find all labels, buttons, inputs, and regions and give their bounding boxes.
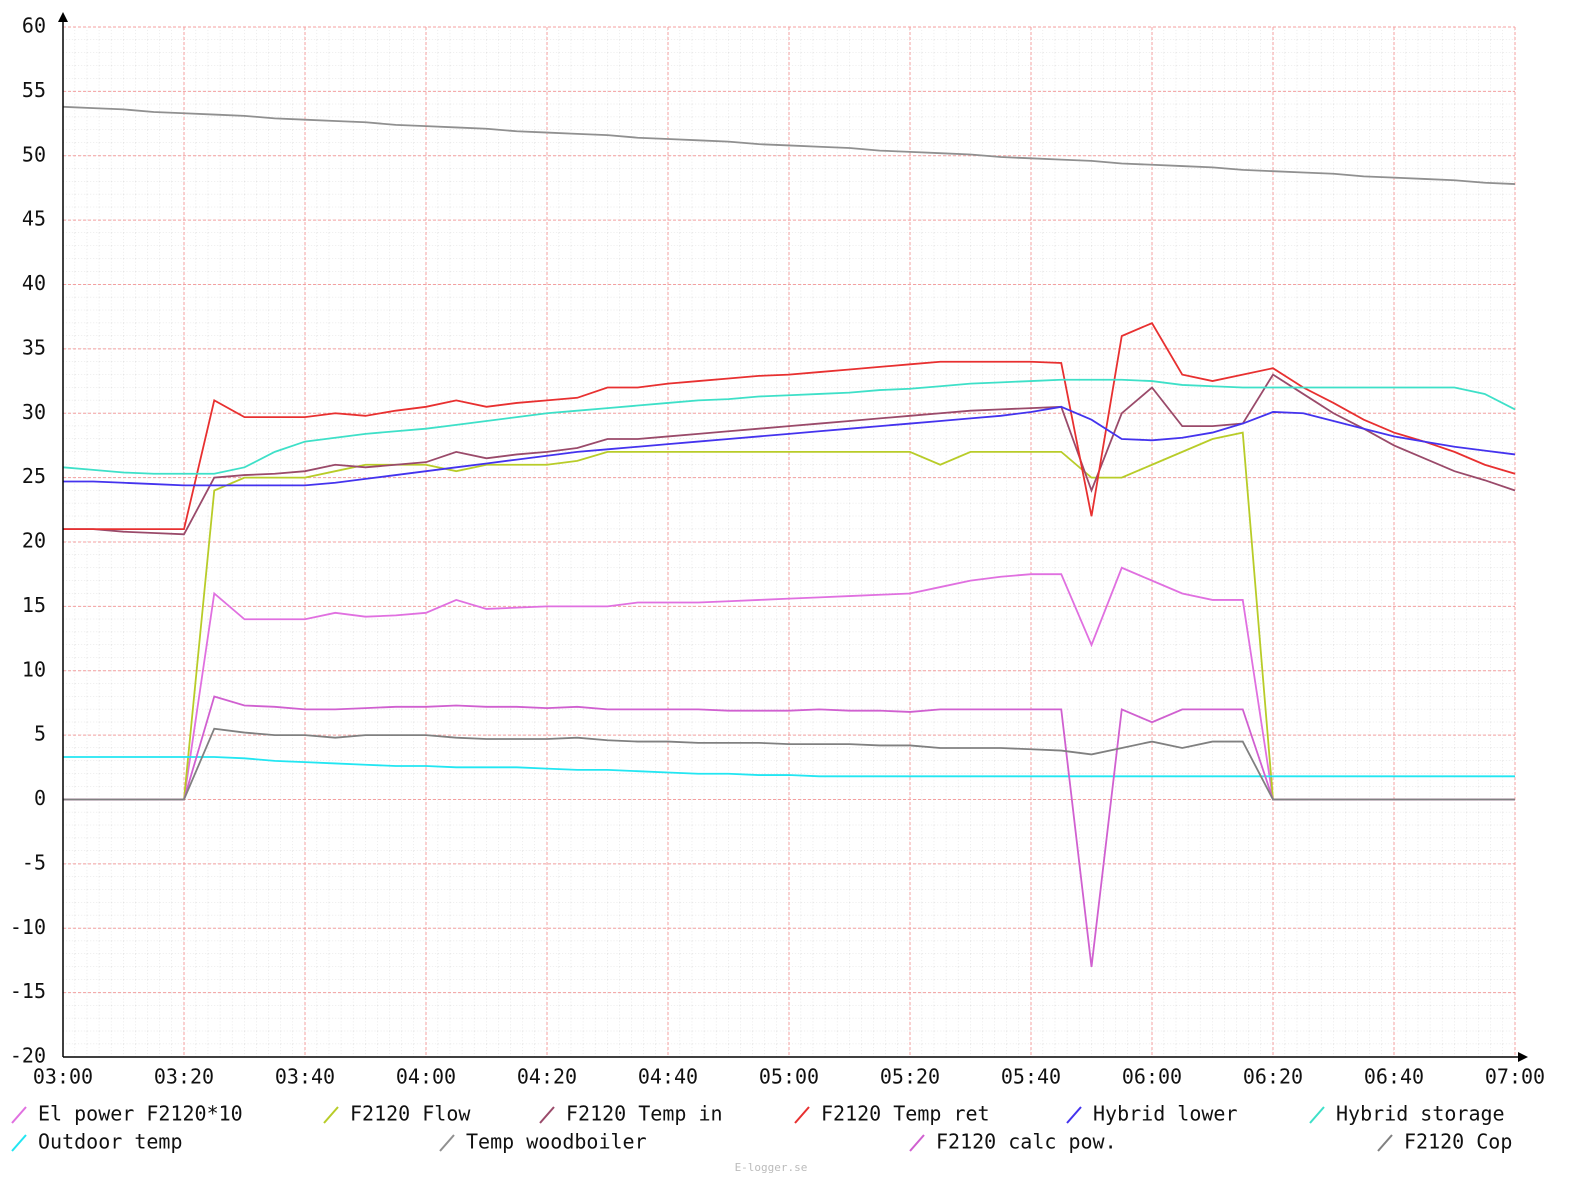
- y-tick-label: 40: [22, 271, 46, 295]
- legend-label: F2120 calc pow.: [936, 1130, 1117, 1154]
- x-tick-label: 06:40: [1364, 1065, 1424, 1089]
- legend-swatch: [11, 1106, 27, 1124]
- footer: E-logger.se: [735, 1161, 808, 1174]
- labels: -20 -15 -10 -5 0 5 10 15 20 25 30 35 40 45 50 55 60 03:00…: [10, 14, 1545, 1089]
- x-tick-label: 06:20: [1243, 1065, 1303, 1089]
- legend: El power F2120*10 F2120 Flow F2120 Temp in…: [11, 1102, 1512, 1154]
- legend-swatch: [439, 1134, 455, 1152]
- series-line: [63, 373, 1516, 536]
- y-tick-label: 45: [22, 207, 46, 231]
- y-tick-label: 25: [22, 464, 46, 488]
- y-tick-label: 0: [34, 786, 46, 810]
- y-tick-label: 50: [22, 142, 46, 166]
- legend-label: Outdoor temp: [38, 1130, 183, 1154]
- y-tick-label: 60: [22, 14, 46, 38]
- x-tick-label: 06:00: [1122, 1065, 1182, 1089]
- x-tick-label: 04:40: [638, 1065, 698, 1089]
- legend-label: F2120 Cop: [1404, 1130, 1512, 1154]
- x-tick-label: 05:40: [1001, 1065, 1061, 1089]
- y-tick-label: -15: [10, 979, 46, 1003]
- plot: [62, 105, 1516, 967]
- series-line: [63, 405, 1516, 487]
- series-line: [63, 321, 1516, 531]
- y-tick-label: 30: [22, 400, 46, 424]
- y-tick-label: -20: [10, 1044, 46, 1068]
- legend-label: F2120 Flow: [350, 1102, 471, 1126]
- y-tick-label: 55: [22, 78, 46, 102]
- x-tick-label: 03:00: [33, 1065, 93, 1089]
- legend-swatch: [909, 1134, 925, 1152]
- legend-swatch: [1377, 1134, 1393, 1152]
- legend-swatch: [1309, 1106, 1325, 1124]
- x-tick-label: 03:20: [154, 1065, 214, 1089]
- legend-label: Temp woodboiler: [466, 1130, 647, 1154]
- x-tick-label: 03:40: [275, 1065, 335, 1089]
- x-tick-label: 07:00: [1485, 1065, 1545, 1089]
- x-tick-label: 05:00: [759, 1065, 819, 1089]
- x-tick-label: 05:20: [880, 1065, 940, 1089]
- y-tick-label: 15: [22, 593, 46, 617]
- legend-label: F2120 Temp ret: [821, 1102, 990, 1126]
- legend-swatch: [11, 1134, 27, 1152]
- legend-swatch: [1066, 1106, 1082, 1124]
- y-tick-label: -10: [10, 915, 46, 939]
- series-line: [63, 756, 1515, 778]
- series-line: [62, 105, 1516, 185]
- x-tick-label: 04:00: [396, 1065, 456, 1089]
- x-tick-label: 04:20: [517, 1065, 577, 1089]
- legend-label: F2120 Temp in: [566, 1102, 723, 1126]
- y-tick-label: -5: [22, 850, 46, 874]
- series-line: [62, 378, 1516, 475]
- legend-label: El power F2120*10: [38, 1102, 243, 1126]
- y-tick-label: 35: [22, 335, 46, 359]
- legend-label: Hybrid storage: [1336, 1102, 1505, 1126]
- y-tick-label: 5: [34, 722, 46, 746]
- legend-label: Hybrid lower: [1093, 1102, 1238, 1126]
- y-tick-label: 20: [22, 529, 46, 553]
- y-tick-label: 10: [22, 657, 46, 681]
- grid: [62, 26, 1516, 1058]
- x-axis-arrow: [1518, 1052, 1528, 1062]
- legend-swatch: [323, 1106, 339, 1124]
- series-line: [63, 727, 1515, 801]
- y-axis-arrow: [58, 12, 68, 22]
- legend-swatch: [539, 1106, 555, 1124]
- legend-swatch: [794, 1106, 810, 1124]
